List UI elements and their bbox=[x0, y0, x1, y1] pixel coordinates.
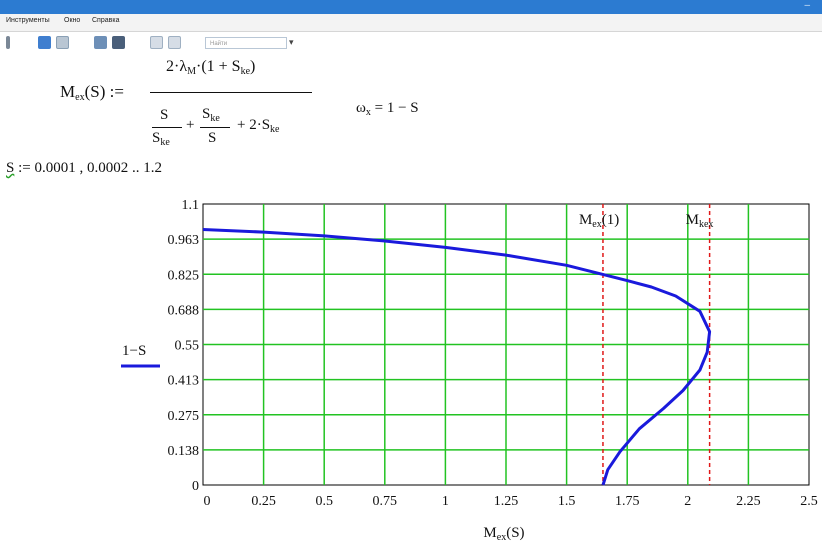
x-tick-label: 2.25 bbox=[736, 494, 761, 509]
x-tick-label: 2.5 bbox=[800, 494, 818, 509]
y-tick-label: 0.825 bbox=[168, 268, 200, 283]
y-tick-label: 0.413 bbox=[168, 374, 200, 389]
x-axis-label: Mex(S) bbox=[483, 525, 524, 543]
y-axis-label: 1−S bbox=[122, 343, 146, 359]
y-tick-label: 0.688 bbox=[168, 303, 200, 318]
y-tick-labels: 0 0.138 0.275 0.413 0.55 0.688 0.825 0.963 1.1 bbox=[168, 198, 200, 494]
y-tick-label: 0 bbox=[192, 479, 199, 494]
x-tick-label: 0.25 bbox=[251, 494, 276, 509]
x-tick-label: 1 bbox=[442, 494, 449, 509]
x-tick-label: 0.5 bbox=[315, 494, 333, 509]
y-tick-label: 0.963 bbox=[168, 233, 200, 248]
x-tick-label: 0 bbox=[204, 494, 211, 509]
x-tick-label: 2 bbox=[684, 494, 691, 509]
x-tick-label: 1.75 bbox=[615, 494, 640, 509]
y-tick-label: 1.1 bbox=[182, 198, 200, 213]
y-tick-label: 0.138 bbox=[168, 444, 200, 459]
x-tick-label: 1.25 bbox=[494, 494, 519, 509]
x-tick-label: 1.5 bbox=[558, 494, 576, 509]
x-tick-labels: 0 0.25 0.5 0.75 1 1.25 1.5 1.75 2 2.25 2.5 bbox=[204, 494, 818, 509]
x-tick-label: 0.75 bbox=[373, 494, 398, 509]
y-tick-label: 0.275 bbox=[168, 409, 200, 424]
y-tick-label: 0.55 bbox=[175, 339, 200, 354]
